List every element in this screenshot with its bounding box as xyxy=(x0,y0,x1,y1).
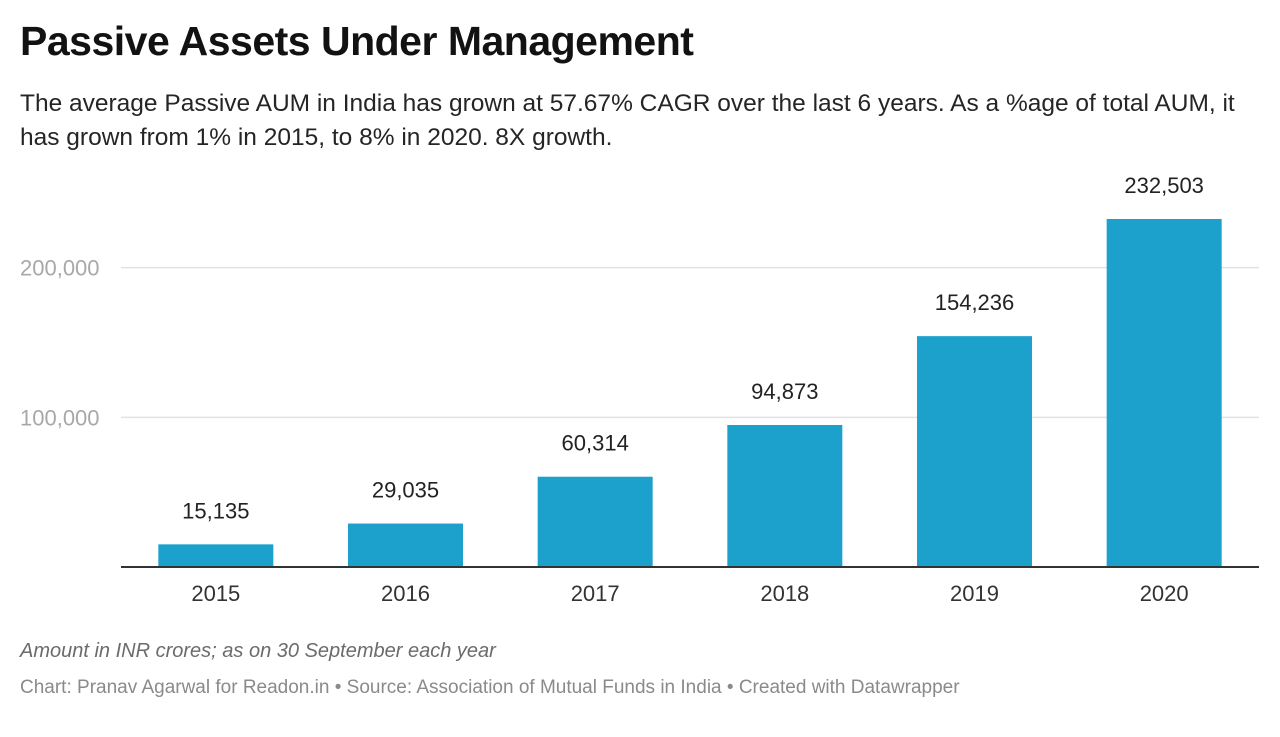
bars xyxy=(158,219,1222,567)
bar-value-label: 29,035 xyxy=(372,478,439,503)
chart-title: Passive Assets Under Management xyxy=(20,18,694,64)
bar-value-label: 154,236 xyxy=(935,290,1015,315)
x-tick-label: 2020 xyxy=(1140,581,1189,606)
bar xyxy=(727,424,843,567)
bar xyxy=(917,336,1032,567)
chart-subtitle: The average Passive AUM in India has gro… xyxy=(20,90,1235,151)
bar xyxy=(1106,219,1222,567)
x-axis: 2015 2016 2017 2018 2019 2020 xyxy=(121,566,1259,606)
created-with-note: Created with Datawrapper xyxy=(738,677,960,698)
bar-value-label: 232,503 xyxy=(1124,173,1204,198)
value-labels: 15,135 29,035 60,314 94,873 154,236 232,503 xyxy=(182,173,1204,523)
footer-separator: • xyxy=(726,677,734,698)
units-note: Amount in INR crores; as on 30 September… xyxy=(20,640,496,662)
bar xyxy=(158,544,274,567)
x-tick-label: 2017 xyxy=(571,581,620,606)
footer-separator: • xyxy=(334,677,342,698)
gridlines: 100,000 200,000 xyxy=(20,256,1259,430)
source-note: Source: Association of Mutual Funds in I… xyxy=(346,677,722,698)
bar-value-label: 60,314 xyxy=(562,431,629,456)
bar-value-label: 15,135 xyxy=(182,498,249,523)
bar xyxy=(348,523,463,567)
bar xyxy=(537,476,653,567)
chart-credit: Chart: Pranav Agarwal for Readon.in xyxy=(20,677,330,698)
y-tick-label: 200,000 xyxy=(20,256,100,281)
x-tick-label: 2019 xyxy=(950,581,999,606)
x-tick-label: 2015 xyxy=(191,581,240,606)
x-tick-label: 2018 xyxy=(760,581,809,606)
y-tick-label: 100,000 xyxy=(20,405,100,430)
x-tick-label: 2016 xyxy=(381,581,430,606)
bar-value-label: 94,873 xyxy=(751,379,818,404)
chart-footer: Chart: Pranav Agarwal for Readon.in • So… xyxy=(20,677,960,699)
